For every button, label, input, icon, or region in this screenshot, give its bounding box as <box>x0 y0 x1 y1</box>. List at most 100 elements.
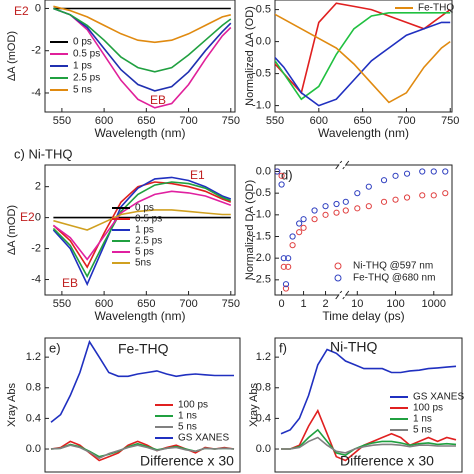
legend-label: 1 ns <box>413 414 432 425</box>
y-tick-label: -2.0 <box>252 252 271 264</box>
data-point <box>442 168 449 175</box>
legend-label: 0 ps <box>73 37 92 48</box>
x-tick-label: 750 <box>222 115 240 127</box>
data-point <box>280 263 287 270</box>
y-tick-label: -2.5 <box>252 274 271 286</box>
x-tick-label: 0 <box>279 298 285 310</box>
y-tick-label: -1.0 <box>252 100 271 112</box>
series-line <box>275 12 451 101</box>
data-point <box>300 224 307 231</box>
data-point <box>430 192 437 199</box>
panel: 0.0 -0.5 -1.0 -1.5 -2.0 -2.5 0 1 2 10 100 1000 Time … <box>244 160 453 323</box>
data-point <box>380 198 388 205</box>
series-line <box>53 7 232 73</box>
x-tick-label: 750 <box>222 298 240 310</box>
annotation: EB <box>150 93 166 107</box>
x-axis-label: Time delay (ps) <box>322 309 404 323</box>
data-point <box>282 285 290 292</box>
series-line <box>275 21 451 107</box>
legend-marker <box>334 262 342 270</box>
y-tick-label: 0.0 <box>256 36 271 48</box>
x-axis-label: Wavelength (nm) <box>318 126 409 140</box>
legend-label: 5ns <box>135 258 151 269</box>
legend-marker <box>334 274 342 282</box>
legend-label: 5 ns <box>413 425 432 436</box>
legend-label: 2.5 ps <box>73 73 100 84</box>
data-point <box>403 194 411 201</box>
y-tick-label: -2 <box>31 45 41 57</box>
series-line <box>53 7 232 109</box>
data-point <box>289 233 296 240</box>
legend-label: 2.5 ps <box>135 236 162 247</box>
data-point <box>365 183 372 190</box>
data-point <box>282 281 290 288</box>
data-point <box>342 198 349 205</box>
legend-label: Fe-THQ @680 nm <box>353 273 435 284</box>
legend-label: 1 ps <box>135 225 154 236</box>
annotation: EB <box>62 276 78 290</box>
y-tick-label: 0 <box>35 2 41 14</box>
x-tick-label: 650 <box>137 298 155 310</box>
y-tick-label: 0.0 <box>26 443 41 455</box>
y-tick-label: 2 <box>35 181 41 193</box>
annotation: E2 <box>20 210 35 224</box>
legend-label: Ni-THQ @597 nm <box>353 261 433 272</box>
legend-label: Fe-THQ <box>418 3 454 14</box>
x-tick-label: 600 <box>95 298 113 310</box>
x-tick-label: 700 <box>179 115 197 127</box>
y-tick-label: -4 <box>31 273 41 285</box>
x-tick-label: 650 <box>137 115 155 127</box>
annotation: Difference x 30 <box>340 453 434 469</box>
plot-frame <box>274 164 453 296</box>
y-axis-label: Normalized DA (OD) <box>244 180 256 280</box>
legend-label: GS XANES <box>178 433 229 444</box>
x-tick-label: 1000 <box>422 298 446 310</box>
x-tick-label: 10 <box>351 298 363 310</box>
data-point <box>322 211 329 218</box>
data-point <box>285 263 292 270</box>
annotation: E1 <box>190 168 205 182</box>
y-tick-label: -0.5 <box>252 68 271 80</box>
annotation: E2 <box>14 4 29 18</box>
data-point <box>285 255 292 262</box>
series-line <box>53 7 232 92</box>
series-line <box>275 2 451 95</box>
series-line <box>53 5 231 44</box>
y-tick-label: 0.0 <box>256 165 271 177</box>
y-axis-label: ΔA (mOD) <box>6 205 18 255</box>
legend-label: 0.5 ps <box>135 214 162 225</box>
data-point <box>311 207 318 214</box>
y-tick-label: -0.5 <box>252 187 271 199</box>
data-point <box>392 172 399 179</box>
data-point <box>275 168 281 175</box>
legend-label: 5 ns <box>178 422 197 433</box>
annotation: Difference x 30 <box>140 453 234 469</box>
x-tick-label: 600 <box>310 115 328 127</box>
legend-label: 1 ps <box>73 61 92 72</box>
data-point <box>430 168 437 175</box>
y-tick-label: -1.5 <box>252 230 271 242</box>
y-axis-label: Xray Abs <box>6 382 18 427</box>
series-line <box>52 176 232 287</box>
y-axis-label: ΔA (mOD) <box>6 31 18 81</box>
data-point <box>296 229 303 236</box>
plot-frame <box>44 0 236 113</box>
y-tick-label: 0.5 <box>256 4 271 16</box>
series-line <box>53 209 231 231</box>
panel: 2 0 -2 -4 550 600 650 700 750 Wavelength (nm) ΔA (… <box>6 146 240 323</box>
x-tick-label: 1 <box>301 298 307 310</box>
data-point <box>333 200 340 208</box>
data-point <box>419 192 426 199</box>
x-tick-label: 700 <box>397 115 415 127</box>
data-point <box>322 203 329 210</box>
x-tick-label: 100 <box>386 298 404 310</box>
data-point <box>289 242 296 249</box>
y-tick-label: 0.4 <box>256 412 271 424</box>
data-point <box>403 170 411 177</box>
data-point <box>300 216 307 223</box>
x-axis-label: Wavelength (nm) <box>95 126 186 140</box>
data-point <box>342 207 349 214</box>
y-tick-label: -2 <box>31 242 41 254</box>
legend-label: GS XANES <box>413 392 464 403</box>
